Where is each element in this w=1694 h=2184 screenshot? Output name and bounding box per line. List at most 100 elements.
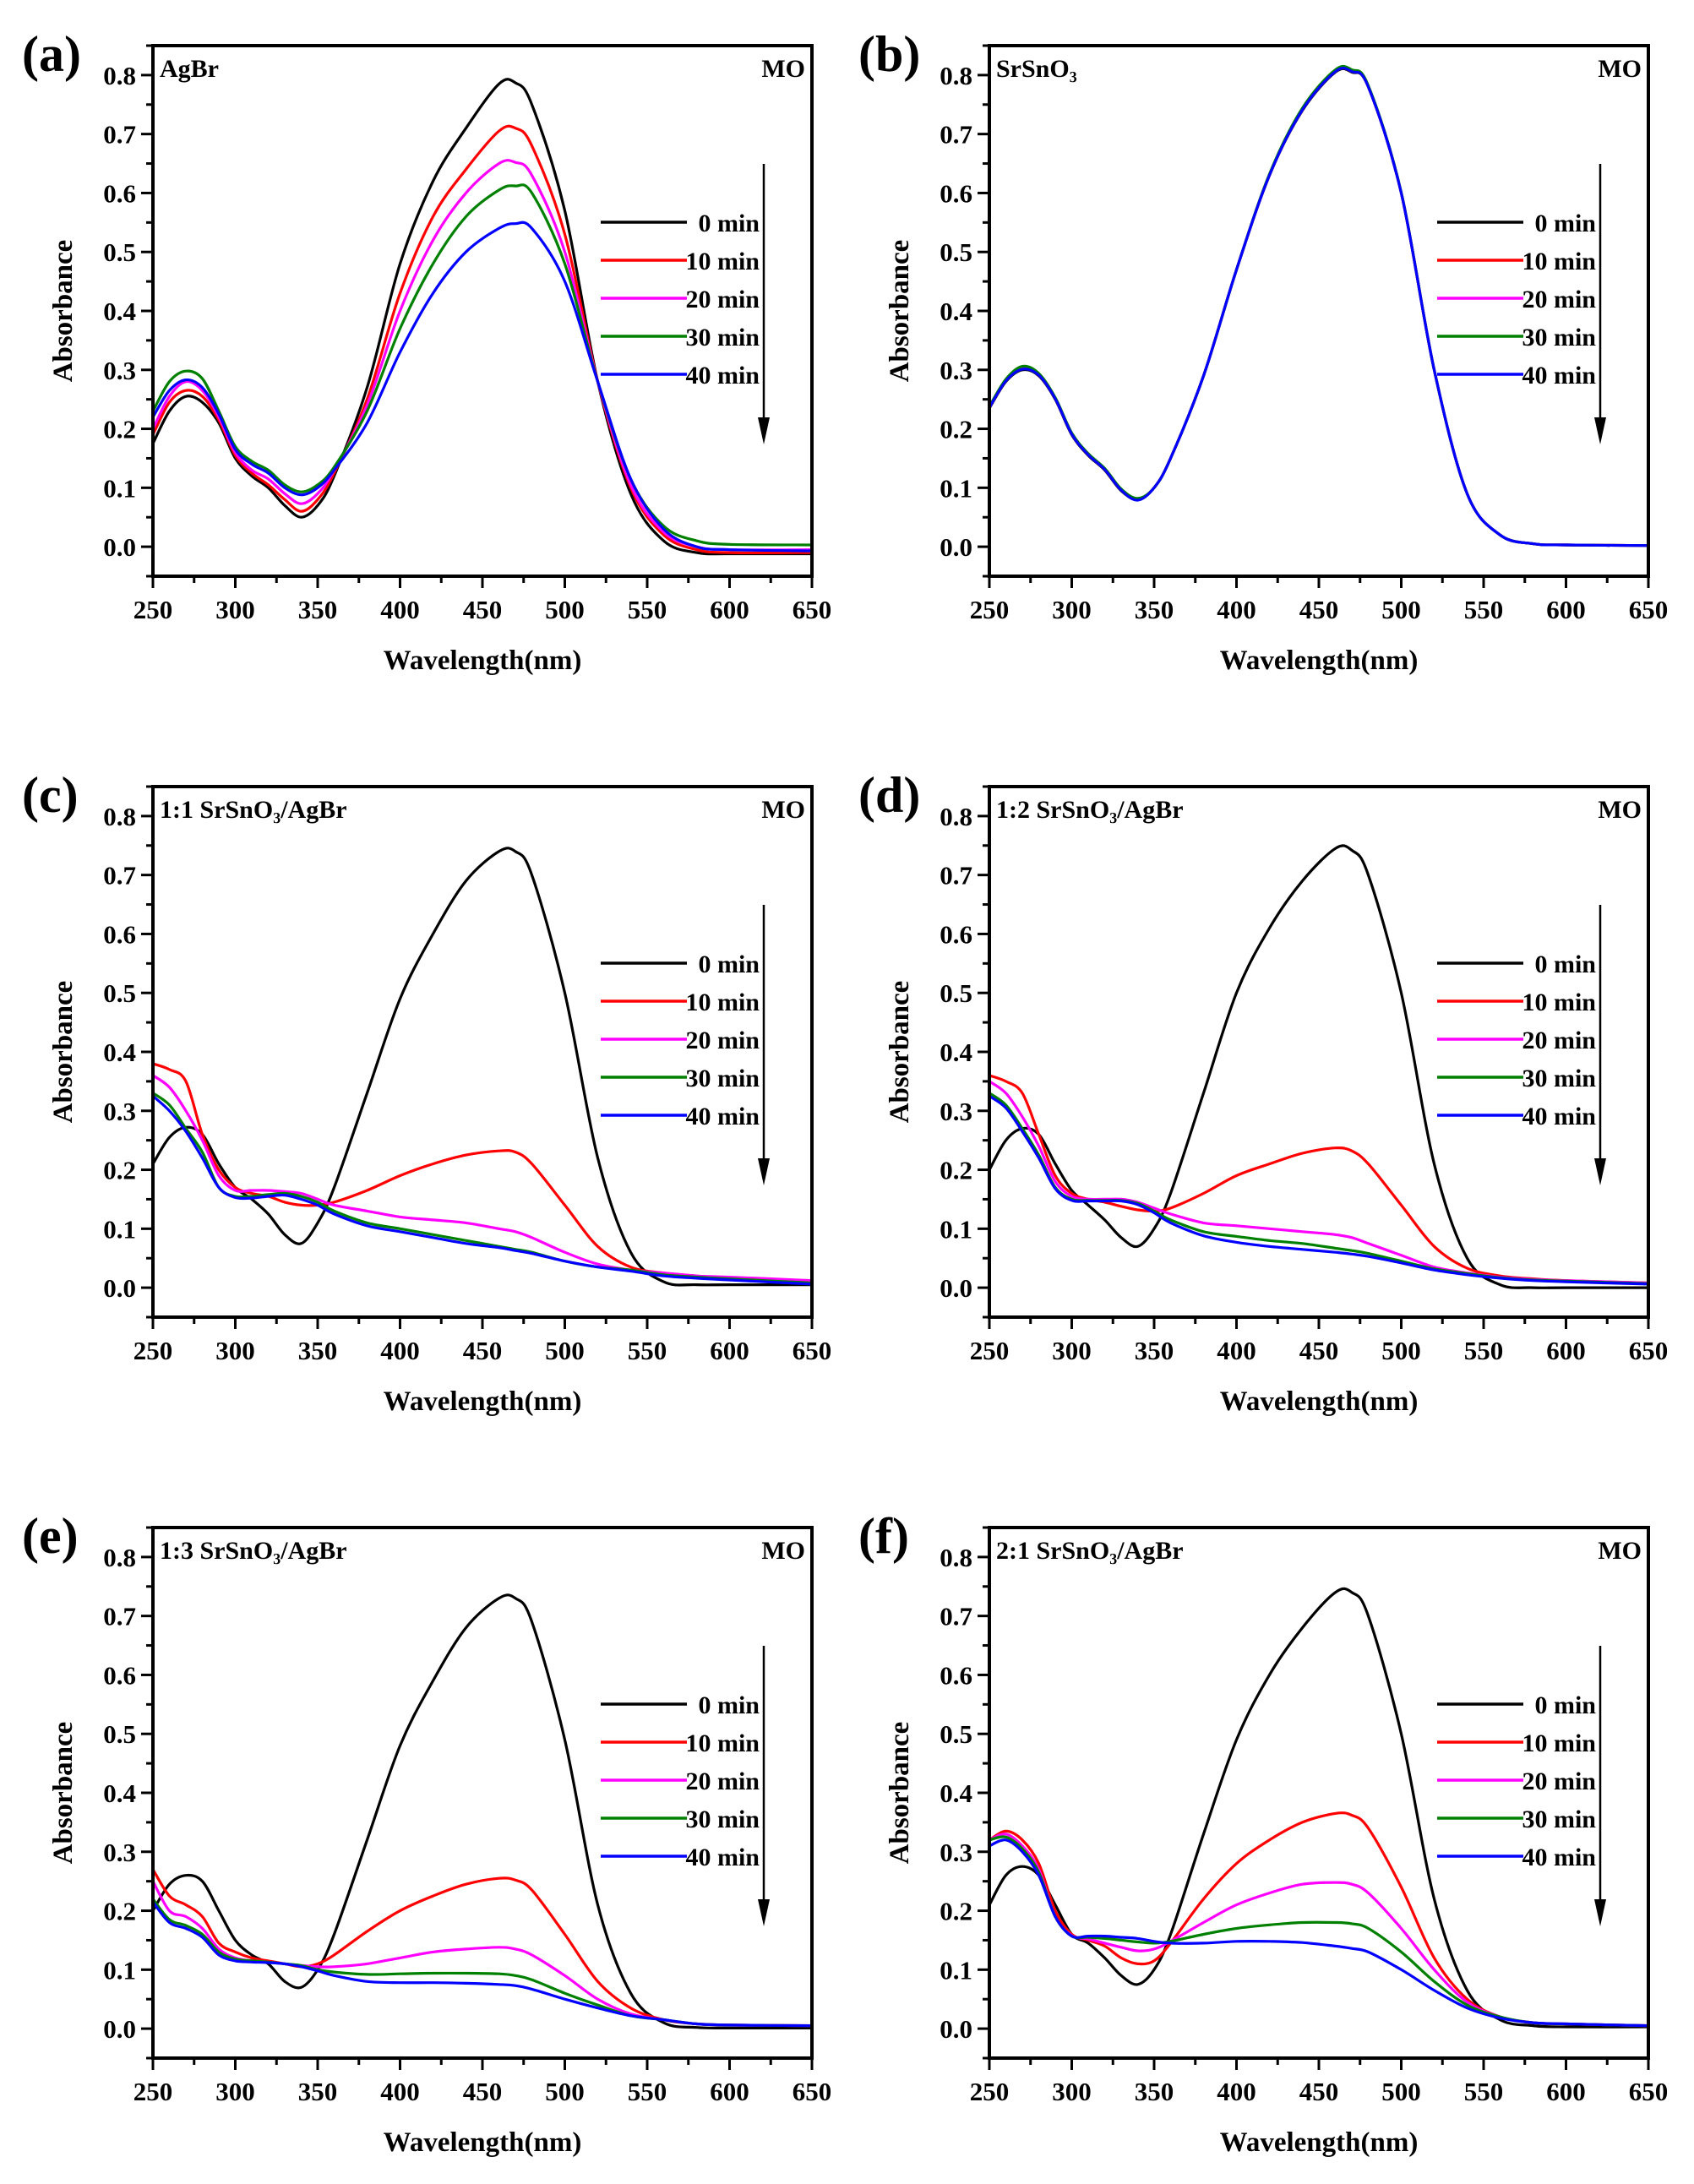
legend: 0 min 10 min 20 min 30 min 40 min [601, 950, 760, 1130]
y-tick-label: 0.7 [103, 861, 136, 890]
x-tick-label: 250 [133, 595, 173, 624]
legend-label: 0 min [1534, 1691, 1596, 1719]
y-axis-title: Absorbance [885, 240, 915, 383]
series-line-10-min [153, 1868, 812, 2028]
x-tick-label: 550 [628, 2077, 667, 2106]
y-tick-label: 0.6 [940, 919, 972, 949]
legend-label: 40 min [1522, 362, 1596, 389]
y-tick-label: 0.3 [940, 1097, 972, 1126]
y-tick-label: 0.5 [940, 978, 972, 1008]
y-tick-label: 0.8 [940, 802, 972, 831]
x-tick-label: 550 [628, 595, 667, 624]
series-group [153, 847, 812, 1287]
y-axis-title: Absorbance [48, 981, 79, 1124]
sample-label: AgBr [160, 55, 219, 83]
legend-label: 0 min [698, 1691, 760, 1719]
y-tick-label: 0.2 [940, 1897, 972, 1926]
legend-label: 10 min [685, 989, 760, 1016]
trend-arrow-head-icon [758, 1899, 770, 1926]
y-tick-label: 0.6 [940, 1660, 972, 1690]
legend-label: 0 min [698, 210, 760, 237]
y-tick-label: 0.0 [940, 1273, 972, 1303]
x-tick-label: 500 [545, 595, 585, 624]
legend-label: 30 min [685, 1805, 760, 1833]
legend: 0 min 10 min 20 min 30 min 40 min [601, 1691, 760, 1871]
x-tick-label: 300 [215, 2077, 255, 2106]
legend-label: 30 min [1522, 1065, 1596, 1092]
series-line-0-min [153, 847, 812, 1287]
y-tick-label: 0.2 [940, 1156, 972, 1185]
panel-letter: (c) [22, 767, 79, 823]
series-group [989, 844, 1648, 1289]
y-tick-label: 0.7 [103, 1602, 136, 1631]
y-tick-label: 0.8 [940, 1543, 972, 1572]
legend-label: 30 min [1522, 324, 1596, 351]
series-line-40-min [153, 1901, 812, 2028]
x-tick-label: 400 [380, 2077, 420, 2106]
y-tick-label: 0.0 [940, 532, 972, 562]
y-axis-title: Absorbance [885, 1722, 915, 1865]
series-group [153, 78, 812, 556]
y-tick-label: 0.4 [103, 1038, 136, 1067]
y-tick-label: 0.6 [103, 178, 136, 208]
y-tick-label: 0.2 [940, 415, 972, 444]
x-tick-label: 300 [1052, 2077, 1092, 2106]
legend-label: 10 min [685, 1729, 760, 1757]
legend-label: 20 min [685, 1027, 760, 1054]
x-tick-label: 300 [1052, 1336, 1092, 1365]
x-tick-label: 300 [215, 595, 255, 624]
x-tick-label: 250 [133, 1336, 173, 1365]
panel-letter: (d) [858, 767, 920, 823]
x-tick-label: 600 [1546, 2077, 1586, 2106]
y-tick-label: 0.1 [940, 1214, 972, 1244]
x-tick-label: 450 [463, 2077, 503, 2106]
x-tick-label: 400 [1217, 595, 1256, 624]
y-tick-label: 0.0 [103, 2014, 136, 2044]
x-tick-label: 400 [1217, 2077, 1256, 2106]
legend-label: 20 min [1522, 1767, 1596, 1795]
x-tick-label: 400 [1217, 1336, 1256, 1365]
x-tick-label: 650 [1629, 1336, 1669, 1365]
sample-label: 1:3 SrSnO₃/AgBr [160, 1537, 347, 1565]
x-tick-label: 350 [1135, 1336, 1174, 1365]
x-tick-label: 550 [1464, 2077, 1504, 2106]
x-tick-label: 400 [380, 595, 420, 624]
legend: 0 min 10 min 20 min 30 min 40 min [601, 210, 760, 389]
series-line-0-min [989, 844, 1648, 1289]
y-tick-label: 0.4 [940, 1778, 972, 1808]
series-line-10-min [153, 1062, 812, 1283]
x-tick-label: 500 [1381, 595, 1421, 624]
series-line-40-min [989, 1094, 1648, 1286]
x-tick-label: 350 [298, 595, 338, 624]
sample-label: 2:1 SrSnO₃/AgBr [996, 1537, 1184, 1565]
x-tick-label: 450 [1299, 595, 1339, 624]
panel-letter: (a) [22, 26, 81, 82]
x-tick-label: 500 [545, 1336, 585, 1365]
legend-label: 0 min [1534, 950, 1596, 978]
trend-arrow-head-icon [1594, 417, 1606, 444]
y-tick-label: 0.1 [940, 1955, 972, 1985]
series-group [989, 1587, 1648, 2029]
legend-label: 30 min [685, 1065, 760, 1092]
y-tick-label: 0.1 [103, 473, 136, 503]
y-tick-label: 0.5 [103, 978, 136, 1008]
y-tick-label: 0.5 [103, 1719, 136, 1749]
legend-label: 20 min [1522, 1027, 1596, 1054]
y-tick-label: 0.0 [103, 1273, 136, 1303]
y-axis-title: Absorbance [48, 1722, 79, 1865]
x-axis-title: Wavelength(nm) [1220, 1386, 1419, 1417]
dye-label: MO [1598, 1537, 1642, 1565]
x-axis-title: Wavelength(nm) [384, 1386, 582, 1417]
y-tick-label: 0.4 [103, 1778, 136, 1808]
y-tick-label: 0.4 [940, 297, 972, 326]
sample-label: 1:2 SrSnO₃/AgBr [996, 796, 1184, 824]
legend-label: 40 min [685, 362, 760, 389]
series-line-40-min [153, 1095, 812, 1286]
legend-label: 10 min [1522, 248, 1596, 275]
panel-letter: (b) [858, 26, 920, 82]
x-tick-label: 600 [1546, 595, 1586, 624]
sample-label: 1:1 SrSnO₃/AgBr [160, 796, 347, 824]
x-tick-label: 450 [463, 595, 503, 624]
dye-label: MO [1598, 796, 1642, 824]
legend-label: 20 min [685, 286, 760, 313]
